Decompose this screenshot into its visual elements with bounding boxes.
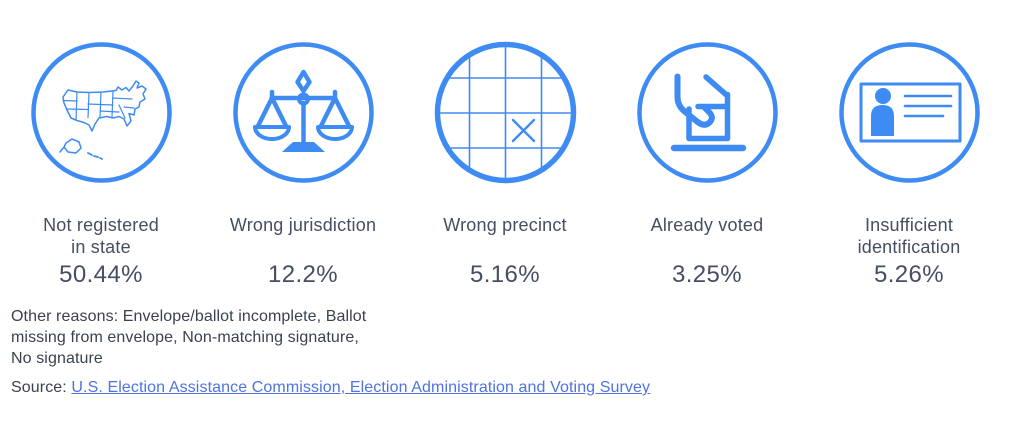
stat-value: 50.44% xyxy=(59,261,143,288)
stat-value: 5.16% xyxy=(469,261,541,288)
stat-card-already-voted: Already voted 3.25% xyxy=(606,40,808,289)
stat-label: Wrong jurisdiction xyxy=(229,215,377,235)
source-prefix: Source: xyxy=(11,379,67,396)
other-reasons-footnote: Other reasons: Envelope/ballot incomplet… xyxy=(11,308,367,367)
stat-value: 3.25% xyxy=(671,261,743,288)
stat-label: Wrong precinct xyxy=(443,215,567,235)
stat-card-not-registered: Not registered in state 50.44% xyxy=(0,40,202,289)
us-map-icon xyxy=(30,42,172,183)
stat-card-wrong-precinct: Wrong precinct 5.16% xyxy=(404,40,606,289)
stat-label: Already voted xyxy=(650,215,764,235)
stat-card-wrong-jurisdiction: Wrong jurisdiction 12.2% xyxy=(202,40,404,289)
id-card-icon xyxy=(838,42,980,183)
source-link[interactable]: U.S. Election Assistance Commission, Ele… xyxy=(71,379,651,396)
source-line: Source: U.S. Election Assistance Commiss… xyxy=(11,379,1010,397)
stats-row: Not registered in state 50.44% Wrong jur… xyxy=(0,40,1010,289)
stat-value: 5.26% xyxy=(873,261,945,288)
stat-label: Not registered in state xyxy=(43,215,159,257)
scales-icon xyxy=(232,42,374,183)
stat-label: Insufficient identification xyxy=(857,215,961,257)
ballot-box-icon xyxy=(636,42,778,183)
stat-value: 12.2% xyxy=(267,261,339,288)
stat-card-insufficient-id: Insufficient identification 5.26% xyxy=(808,40,1010,289)
grid-x-icon xyxy=(434,41,576,184)
